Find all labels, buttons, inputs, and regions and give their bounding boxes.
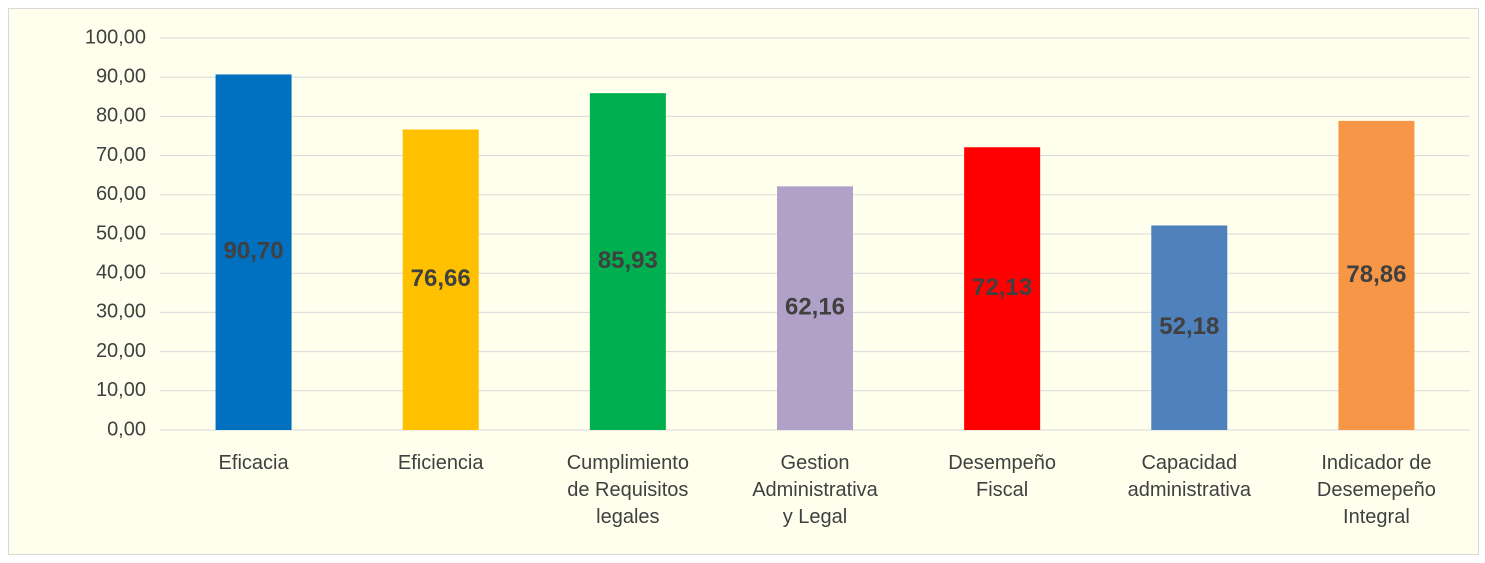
x-tick-label: Cumplimiento de Requisitos legales xyxy=(566,452,689,528)
y-tick-label: 100,00 xyxy=(85,26,146,48)
value-label: 76,66 xyxy=(411,265,471,292)
y-tick-label: 20,00 xyxy=(96,340,146,362)
bar xyxy=(777,186,853,430)
y-tick-label: 30,00 xyxy=(96,301,146,323)
bar xyxy=(1338,120,1415,430)
y-tick-label: 70,00 xyxy=(96,144,146,166)
x-tick-label: Gestion Administrativa y Legal xyxy=(752,452,878,528)
y-tick-label: 0,00 xyxy=(107,418,146,440)
value-label: 62,16 xyxy=(785,294,845,321)
value-label: 72,13 xyxy=(972,274,1032,301)
y-tick-label: 60,00 xyxy=(96,183,146,205)
x-tick-label: Eficiencia xyxy=(397,452,484,474)
value-label: 78,86 xyxy=(1346,261,1406,288)
x-tick-label: Eficacia xyxy=(218,452,289,474)
bar xyxy=(589,93,666,430)
bar xyxy=(402,129,479,430)
value-label: 85,93 xyxy=(598,247,658,274)
value-label: 90,70 xyxy=(224,238,284,265)
bar xyxy=(1151,225,1228,430)
y-tick-label: 40,00 xyxy=(96,261,146,283)
y-tick-label: 80,00 xyxy=(96,105,146,127)
bar xyxy=(215,74,292,431)
value-label: 52,18 xyxy=(1159,313,1219,340)
x-tick-label: Desempeño Fiscal xyxy=(948,452,1057,501)
x-tick-label: Indicador de Desemepeño Integral xyxy=(1316,452,1436,528)
bar xyxy=(964,147,1041,430)
x-tick-label: Capacidad administrativa xyxy=(1127,452,1251,501)
y-tick-label: 50,00 xyxy=(96,222,146,244)
y-tick-label: 90,00 xyxy=(96,65,146,87)
y-tick-label: 10,00 xyxy=(96,379,146,401)
